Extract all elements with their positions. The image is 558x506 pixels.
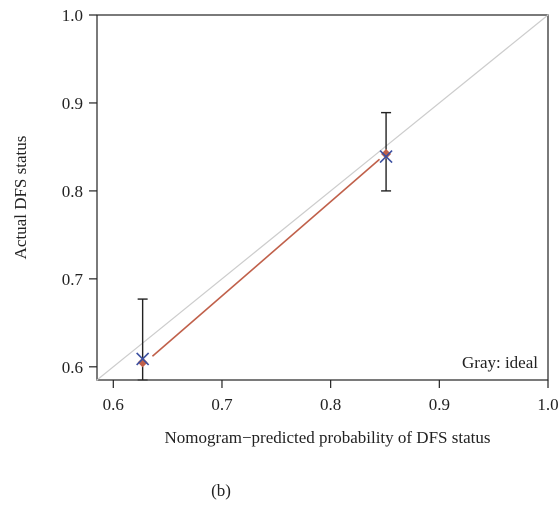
y-axis: 0.6 0.7 0.8 0.9 1.0 — [62, 6, 97, 377]
x-tick-label: 1.0 — [537, 395, 558, 414]
plot-area — [96, 14, 549, 381]
apparent-point-1 — [137, 357, 148, 368]
bias-corrected-point-1 — [136, 352, 150, 366]
y-tick-label: 0.7 — [62, 270, 84, 289]
y-tick-label: 0.8 — [62, 182, 83, 201]
apparent-calibration-line — [151, 158, 381, 357]
plot-frame — [96, 14, 549, 381]
x-axis: 0.6 0.7 0.8 0.9 1.0 — [103, 380, 558, 414]
y-axis-title: Actual DFS status — [11, 136, 30, 260]
y-tick-label: 0.9 — [62, 94, 83, 113]
cross-stroke — [379, 150, 393, 164]
legend-annotation: Gray: ideal — [462, 353, 538, 372]
points-layer — [136, 148, 393, 368]
cross-stroke — [136, 352, 150, 366]
lines-layer — [96, 14, 549, 381]
y-tick-label: 1.0 — [62, 6, 83, 25]
x-tick-label: 0.7 — [211, 395, 233, 414]
apparent-point-2 — [381, 148, 392, 159]
x-tick-label: 0.6 — [103, 395, 124, 414]
y-tick-label: 0.6 — [62, 358, 83, 377]
x-tick-label: 0.8 — [320, 395, 341, 414]
bias-corrected-point-2 — [379, 150, 393, 164]
errorbars-layer — [137, 111, 392, 381]
x-axis-title: Nomogram−predicted probability of DFS st… — [165, 428, 491, 447]
ideal-line — [96, 14, 549, 381]
figure-caption: (b) — [211, 481, 231, 500]
x-tick-label: 0.9 — [429, 395, 450, 414]
